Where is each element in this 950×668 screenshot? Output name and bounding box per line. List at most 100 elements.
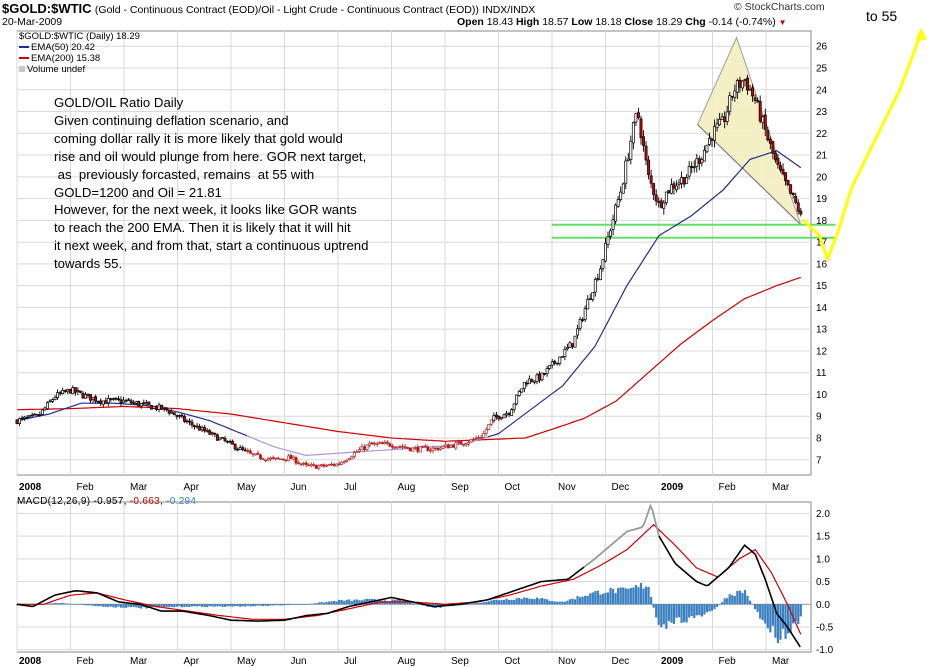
candle-body	[586, 299, 590, 310]
macd-signal-line	[17, 523, 802, 635]
candle-body	[669, 184, 673, 194]
candle-body	[743, 79, 747, 81]
candle-body	[763, 114, 767, 130]
candle-body	[30, 414, 34, 417]
x-tick-label: Jul	[344, 482, 357, 493]
candle-body	[728, 95, 732, 112]
candle-body	[332, 463, 336, 466]
candle-body	[779, 165, 782, 171]
candle-body	[631, 122, 635, 144]
macd-histogram-bar	[510, 599, 513, 605]
candle-body	[418, 446, 422, 453]
candle-body	[299, 463, 303, 465]
macd-histogram-bar	[299, 604, 303, 605]
candle-body	[662, 202, 666, 209]
candle-body	[139, 403, 143, 407]
macd-histogram-bar	[274, 604, 277, 606]
candle-body	[51, 399, 54, 402]
macd-histogram-bar	[97, 604, 100, 607]
macd-histogram-bar	[81, 604, 85, 605]
candle-body	[43, 407, 47, 411]
macd-histogram-bar	[310, 603, 313, 605]
candle-body	[784, 172, 788, 182]
macd-histogram-bar	[520, 599, 523, 605]
candle-body	[385, 441, 389, 444]
candle-body	[94, 396, 98, 402]
volume-swatch-icon	[19, 66, 25, 73]
macd-histogram-bar	[490, 600, 493, 605]
candle-body	[505, 413, 508, 416]
macd-line	[583, 503, 660, 568]
macd-histogram-bar	[277, 604, 280, 606]
macd-y-tick-label: 1.0	[816, 554, 830, 565]
candle-body	[581, 319, 585, 321]
macd-histogram-bar	[348, 599, 351, 605]
macd-histogram-bar	[386, 601, 389, 605]
candle-body	[378, 442, 382, 444]
candle-body	[614, 204, 618, 222]
macd-histogram-bar	[320, 602, 323, 605]
macd-histogram-bar	[601, 593, 605, 605]
macd-histogram-bar	[114, 604, 118, 608]
candles-layer	[15, 74, 803, 471]
macd-histogram-bar	[239, 604, 242, 607]
annotation-line: as previously forcasted, remains at 55 w…	[54, 166, 315, 182]
macd-histogram-bar	[685, 604, 688, 623]
candle-body	[337, 463, 341, 465]
macd-histogram-bar	[680, 604, 683, 623]
candle-body	[766, 130, 770, 141]
candle-body	[61, 389, 65, 394]
wedge-layer	[552, 36, 836, 239]
macd-histogram-bar	[94, 604, 97, 607]
candle-body	[286, 455, 290, 461]
macd-histogram-bar	[467, 604, 470, 605]
ohlc-readout: Open 18.43 High 18.57 Low 18.18 Close 18…	[457, 16, 787, 28]
candle-body	[738, 79, 742, 88]
macd-histogram-bar	[403, 601, 407, 605]
candle-body	[71, 387, 75, 394]
macd-histogram-bar	[193, 604, 196, 607]
macd-histogram-bar	[251, 604, 254, 607]
legend-ema200: EMA(200) 15.38	[19, 53, 100, 64]
macd-histogram-bar	[594, 591, 597, 605]
macd-histogram-bar	[589, 593, 592, 605]
candle-body	[352, 452, 356, 457]
x-tick-label: Mar	[130, 656, 148, 667]
candle-body	[23, 416, 27, 419]
symbol: $GOLD:$WTIC	[2, 1, 92, 16]
candle-body	[642, 136, 645, 146]
candle-body	[479, 437, 483, 439]
candle-body	[571, 343, 574, 347]
candle-body	[261, 458, 265, 460]
macd-histogram-bar	[556, 601, 559, 605]
macd-histogram-bar	[188, 604, 191, 608]
macd-histogram-bar	[302, 604, 305, 605]
macd-histogram-bar	[632, 587, 635, 605]
candle-body	[593, 278, 597, 293]
macd-histogram-bar	[249, 604, 252, 607]
candle-body	[401, 446, 404, 448]
macd-histogram-bar	[91, 604, 95, 606]
candle-body	[86, 394, 90, 396]
macd-histogram-bar	[272, 604, 275, 606]
candle-body	[799, 210, 803, 215]
macd-histogram-bar	[180, 604, 183, 608]
macd-histogram-bar	[561, 601, 564, 605]
macd-histogram-bar	[175, 604, 178, 607]
candle-body	[114, 398, 118, 400]
macd-histogram-bar	[107, 604, 110, 607]
candle-body	[621, 183, 625, 194]
macd-histogram-bar	[325, 601, 328, 605]
macd-histogram-bar	[56, 602, 59, 605]
macd-layer	[15, 503, 811, 648]
macd-histogram-bar	[256, 604, 260, 606]
candle-body	[705, 144, 709, 153]
candle-body	[555, 362, 559, 365]
macd-histogram-bar	[799, 604, 802, 617]
candle-body	[294, 457, 298, 464]
macd-histogram-bar	[477, 602, 480, 605]
macd-histogram-bar	[502, 599, 506, 605]
candle-body	[238, 447, 242, 450]
x-tick-label: Oct	[505, 482, 521, 493]
candle-body	[548, 365, 552, 369]
